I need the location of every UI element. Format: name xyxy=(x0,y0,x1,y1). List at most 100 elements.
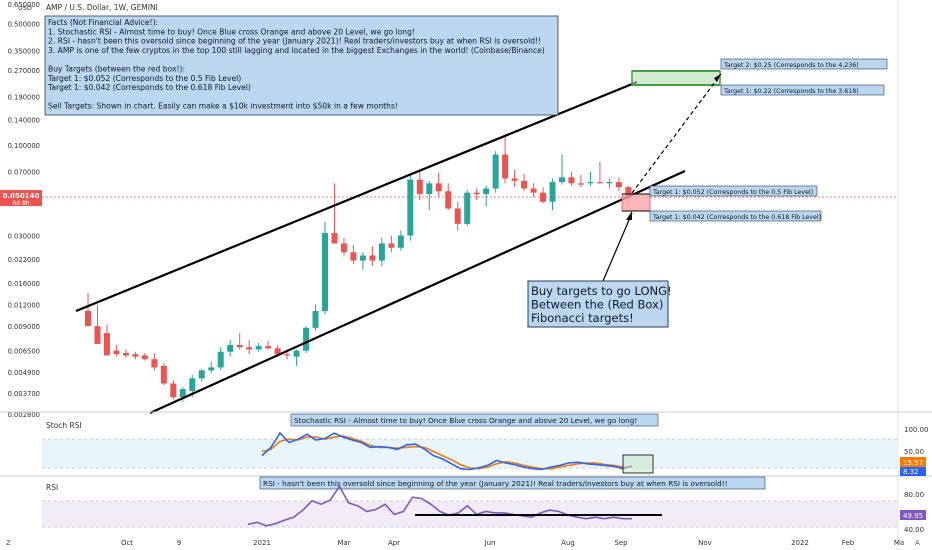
auto-scale-toggle[interactable]: A xyxy=(915,539,920,547)
bar-countdown: 6d 8h xyxy=(12,200,29,207)
candle-body xyxy=(426,183,433,195)
candle-body xyxy=(625,187,632,197)
candle-body xyxy=(435,183,442,192)
stoch-note-box[interactable] xyxy=(290,413,659,427)
buy-note-box[interactable] xyxy=(527,280,669,328)
time-tick-label: 2022 xyxy=(791,539,809,547)
candle-body xyxy=(236,345,243,348)
candle-body xyxy=(170,383,177,398)
buy-note-text-line: Buy targets to go LONG! xyxy=(531,284,672,298)
sell-target-1-text: Target 1: $0.22 (Corresponds to the 3.61… xyxy=(723,88,859,95)
candle-body xyxy=(502,154,509,179)
candle-body xyxy=(340,243,347,253)
price-tick-label: 0.350000 xyxy=(8,48,40,56)
projection-arrowhead xyxy=(714,74,721,82)
time-tick-label: Oct xyxy=(121,539,133,547)
candle-body xyxy=(265,346,272,349)
candles xyxy=(85,134,632,402)
buy-target-1-text: Target 1: $0.052 (Corresponds to the 0.5… xyxy=(652,189,813,196)
price-tick-label: 0.006500 xyxy=(8,348,40,356)
stoch-note-text: Stochastic RSI - Almost time to buy! Onc… xyxy=(294,416,637,425)
candle-body xyxy=(312,311,319,328)
candle-body xyxy=(511,178,518,181)
price-tick-label: 0.004900 xyxy=(8,369,40,377)
price-tick-label: 0.270000 xyxy=(8,67,40,75)
projection-line xyxy=(631,73,722,194)
candle-body xyxy=(94,326,101,344)
stoch-d-badge xyxy=(900,457,926,467)
stoch-k-badge xyxy=(900,467,926,476)
buy-note-arrowhead xyxy=(626,211,632,220)
channel-lower-line[interactable] xyxy=(149,169,686,415)
candle-body xyxy=(483,188,490,195)
candle-body xyxy=(359,255,366,261)
candle-body xyxy=(454,208,461,224)
candle-body xyxy=(568,177,575,184)
price-tick-label: 0.070000 xyxy=(8,169,40,177)
buy-target-zone[interactable] xyxy=(621,193,651,212)
candle-body xyxy=(587,182,594,184)
candle-body xyxy=(85,311,91,327)
price-tick-label: 0.003700 xyxy=(8,390,40,398)
facts-annotation-box[interactable] xyxy=(44,15,559,116)
rsi-tick-40: 40.00 xyxy=(904,526,924,534)
candle-body xyxy=(322,233,328,312)
candle-body xyxy=(606,182,613,184)
candle-body xyxy=(303,327,310,351)
candle-body xyxy=(350,252,357,261)
candle-body xyxy=(577,183,584,185)
stoch-title: Stoch RSI xyxy=(46,421,82,430)
buy-target-2-label[interactable]: Target 1: $0.042 (Corresponds to the 0.6… xyxy=(649,210,822,222)
candle-body xyxy=(103,333,110,356)
candle-body xyxy=(388,243,395,248)
price-tick-label: 0.022000 xyxy=(8,256,40,264)
candle-body xyxy=(559,177,565,183)
price-tick-label: 0.140000 xyxy=(8,117,40,125)
candle-body xyxy=(492,154,499,189)
channel-upper-line[interactable] xyxy=(75,80,638,313)
price-tick-label: 0.190000 xyxy=(8,94,40,102)
buy-target-1-label[interactable]: Target 1: $0.052 (Corresponds to the 0.5… xyxy=(649,185,818,197)
time-axis[interactable]: Oct 9 2021 Mar Apr Jun Aug Sep Nov 2022 Feb Ma xyxy=(121,539,904,547)
facts-text-line: 1. Stochastic RSI - Almost time to buy! … xyxy=(48,27,415,36)
candle-body xyxy=(217,351,224,368)
sell-target-2-label[interactable]: Target 2: $0.25 (Corresponds to the 4.23… xyxy=(720,58,888,70)
rsi-note-box[interactable] xyxy=(259,476,766,490)
candle-body xyxy=(378,243,385,261)
candle-body xyxy=(227,345,234,352)
rsi-value-badge xyxy=(900,510,926,520)
candle-body xyxy=(284,354,291,356)
candle-body xyxy=(141,355,148,360)
sell-target-zone[interactable] xyxy=(631,70,721,86)
candle-body xyxy=(179,389,186,398)
candle-body xyxy=(530,188,537,193)
price-tick-label: 0.009000 xyxy=(8,323,40,331)
facts-text-line xyxy=(48,55,50,64)
time-tick-label: Sep xyxy=(614,539,628,547)
last-price-value: 0.050140 xyxy=(3,192,40,200)
stoch-highlight-box[interactable] xyxy=(622,454,654,474)
candle-body xyxy=(189,378,196,392)
candle-body xyxy=(407,179,414,236)
facts-text-line: Facts (Not Financial Advice!): xyxy=(48,18,158,27)
facts-text-line: 2. RSI - hasn't been this oversold since… xyxy=(48,37,541,46)
currency-label: USD xyxy=(18,4,32,12)
candle-body xyxy=(397,235,404,248)
candle-body xyxy=(369,255,376,261)
candle-body xyxy=(274,348,281,355)
buy-target-2-text: Target 1: $0.042 (Corresponds to the 0.6… xyxy=(652,214,821,221)
time-tick-label: 2021 xyxy=(253,539,271,547)
price-tick-label: 0.100000 xyxy=(8,142,40,150)
candle-body xyxy=(596,182,603,184)
time-tick-label: Ma xyxy=(894,539,904,547)
candle-body xyxy=(549,182,556,202)
candle-body xyxy=(615,182,622,188)
sell-target-1-label[interactable]: Target 1: $0.22 (Corresponds to the 3.61… xyxy=(720,84,885,96)
candle-body xyxy=(445,191,452,209)
rsi-value: 49.95 xyxy=(903,512,923,520)
candle-body xyxy=(160,365,167,384)
rsi-note-text: RSI - hasn't been this oversold since be… xyxy=(263,479,728,488)
timezone-icon[interactable]: Z xyxy=(6,539,11,547)
candle-body xyxy=(132,354,139,357)
